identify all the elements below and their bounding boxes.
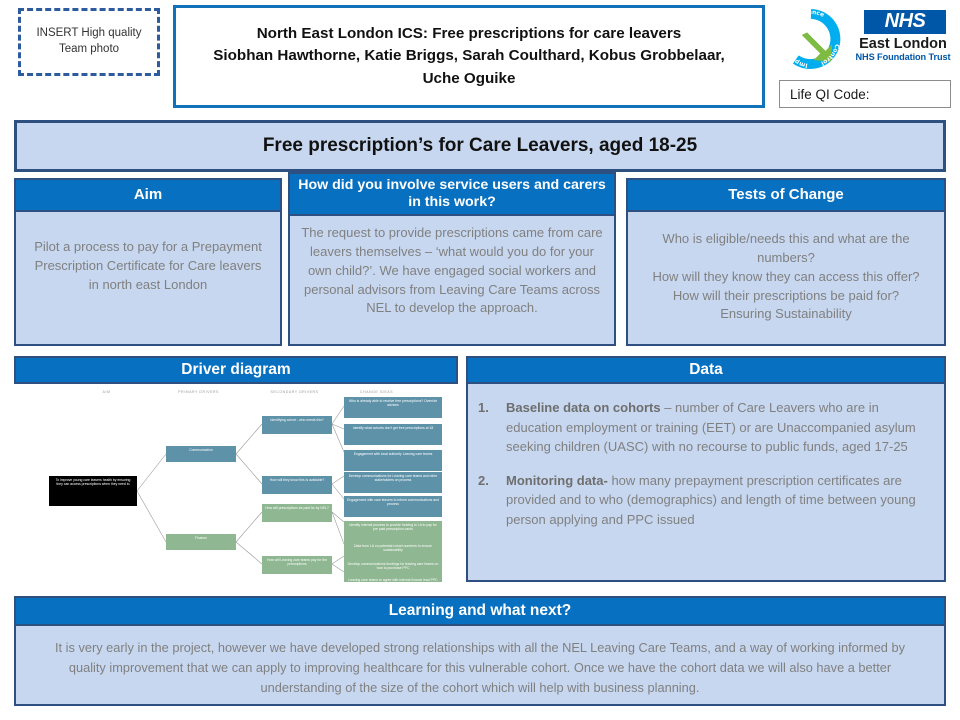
test-of-change-line: How will their prescriptions be paid for… — [672, 287, 900, 303]
poster-authors-line-2: Uche Oguike — [422, 69, 516, 87]
data-item-bold: Baseline data on cohorts — [506, 400, 661, 415]
panel-aim-body: Pilot a process to pay for a Prepayment … — [14, 212, 282, 346]
panel-aim-title: Aim — [14, 178, 282, 212]
life-qi-code-field[interactable]: Life QI Code: — [779, 80, 951, 108]
nhs-trust-subtitle: NHS Foundation Trust — [855, 52, 951, 62]
nhs-trust-name: East London — [859, 36, 947, 52]
panel-tests-of-change-title: Tests of Change — [626, 178, 946, 212]
driver-diagram-change-idea: Who is already able to receive free pres… — [344, 397, 442, 418]
panel-data-title: Data — [466, 356, 946, 384]
panel-data-body: 1. Baseline data on cohorts – number of … — [466, 384, 946, 582]
driver-diagram-column-label: CHANGE IDEAS — [359, 390, 394, 394]
data-list-item: 1. Baseline data on cohorts – number of … — [478, 398, 928, 457]
photo-placeholder-label: INSERT High quality Team photo — [36, 27, 142, 55]
driver-diagram-change-idea: Identify what cohorts don’t get free pre… — [344, 424, 442, 445]
poster-title-text: North East London ICS: Free prescription… — [203, 23, 734, 89]
panel-tests-of-change-body: Who is eligible/needs this and what are … — [626, 212, 946, 346]
nhs-wordmark: NHS — [864, 10, 946, 34]
driver-diagram-image: AIM PRIMARY DRIVERS SECONDARY DRIVERS CHANG… — [14, 384, 458, 582]
driver-diagram-change-idea: Identify internal process to provide fun… — [344, 521, 442, 542]
data-list-item: 2. Monitoring data- how many prepayment … — [478, 471, 928, 530]
data-item-text: Baseline data on cohorts – number of Car… — [506, 398, 928, 457]
driver-diagram-change-idea: Data from LA on potential cohort numbers… — [344, 542, 442, 563]
data-item-rest: how many prepayment prescription certifi… — [506, 472, 916, 527]
qi-assurance-improvement-control-logo: Assurance Control Improvement — [778, 6, 841, 70]
panel-service-users-title: How did you involve service users and ca… — [288, 172, 616, 216]
data-item-rest: – number of Care Leavers who are in educ… — [506, 400, 916, 454]
driver-diagram-change-idea: Develop communications fundings for leav… — [344, 560, 442, 581]
driver-diagram-secondary-driver: How will they know this is available? — [262, 476, 332, 494]
data-item-text: Monitoring data- how many prepayment pre… — [506, 471, 928, 530]
driver-diagram-connectors — [136, 405, 345, 573]
driver-diagram-primary-driver: Communication — [166, 446, 236, 462]
driver-diagram-change-idea: Engagement with local authority Leaving … — [344, 450, 442, 471]
team-photo-placeholder[interactable]: INSERT High quality Team photo — [18, 8, 160, 76]
driver-diagram-secondary-driver: Identifying cohort - who needs this? — [262, 416, 332, 434]
panel-driver-diagram-title: Driver diagram — [14, 356, 458, 384]
panel-learning-body: It is very early in the project, however… — [14, 626, 946, 706]
panel-learning-title: Learning and what next? — [14, 596, 946, 626]
logo-area: Assurance Control Improvement NHS East L… — [776, 4, 956, 76]
data-item-number: 2. — [478, 472, 489, 488]
panel-service-users: How did you involve service users and ca… — [288, 172, 616, 346]
svg-text:Assurance: Assurance — [788, 9, 825, 24]
panel-learning: Learning and what next? It is very early… — [14, 596, 946, 706]
poster-banner: Free prescription’s for Care Leavers, ag… — [14, 120, 946, 172]
panel-driver-diagram-body: AIM PRIMARY DRIVERS SECONDARY DRIVERS CHANG… — [14, 384, 458, 582]
test-of-change-line: How will they know they can access this … — [652, 268, 920, 284]
driver-diagram-primary-driver: Finance — [166, 534, 236, 550]
driver-diagram-change-idea: Develop communications for Leaving care … — [344, 472, 442, 493]
poster-title-box: North East London ICS: Free prescription… — [173, 5, 765, 108]
panel-aim: Aim Pilot a process to pay for a Prepaym… — [14, 178, 282, 346]
driver-diagram-column-label: PRIMARY DRIVERS — [178, 390, 219, 394]
banner-text: Free prescription’s for Care Leavers, ag… — [262, 135, 698, 156]
test-of-change-line: Ensuring Sustainability — [720, 306, 852, 322]
poster-authors-line-1: Siobhan Hawthorne, Katie Briggs, Sarah C… — [213, 47, 725, 65]
data-item-bold: Monitoring data- — [506, 472, 608, 488]
panel-tests-of-change: Tests of Change Who is eligible/needs th… — [626, 178, 946, 346]
life-qi-code-label: Life QI Code: — [790, 86, 870, 102]
driver-diagram-column-label: SECONDARY DRIVERS — [270, 390, 319, 394]
panel-driver-diagram: Driver diagram — [14, 356, 458, 582]
driver-diagram-change-idea: Leaving care teams to agree with interna… — [344, 576, 442, 582]
data-item-number: 1. — [478, 400, 489, 415]
nhs-east-london-logo: NHS East London NHS Foundation Trust — [850, 10, 956, 62]
poster-title-line: North East London ICS: Free prescription… — [256, 25, 682, 43]
driver-diagram-change-idea: Engagement with care leavers to inform c… — [344, 496, 442, 517]
driver-diagram-secondary-driver: How will prescriptions be paid for by NE… — [262, 504, 332, 522]
driver-diagram-column-label: AIM — [102, 390, 111, 394]
panel-service-users-body: The request to provide prescriptions cam… — [288, 216, 616, 346]
driver-diagram-aim-box: To improve young care leavers health by … — [49, 476, 137, 506]
driver-diagram-secondary-driver: How will Leaving care teams pay for the … — [262, 556, 332, 574]
panel-data: Data 1. Baseline data on cohorts – numbe… — [466, 356, 946, 582]
test-of-change-line: Who is eligible/needs this and what are … — [662, 231, 910, 265]
